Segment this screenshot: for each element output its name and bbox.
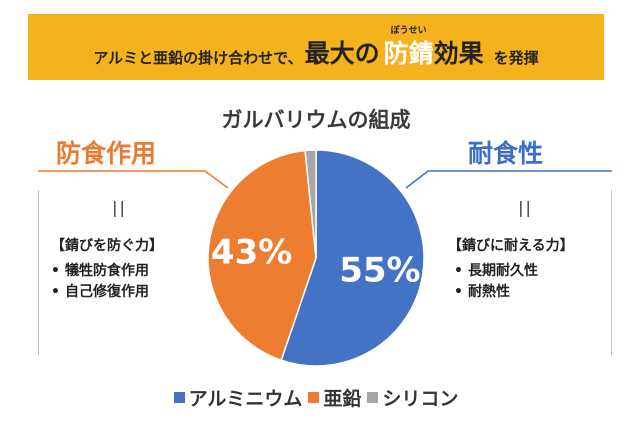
headline-part-2: 最大の (304, 39, 380, 68)
legend-label: アルミニウム (188, 388, 303, 410)
right-heading: 耐食性 (468, 139, 544, 168)
headline-text: アルミと亜鉛の掛け合わせで、 最大の ぼうせい 防錆 効果 を発揮 (93, 26, 539, 68)
legend-swatch (173, 392, 185, 403)
legend-item-silicon: シリコン (367, 384, 458, 411)
list-item: • 自己修復作用 (51, 284, 149, 300)
right-bullet-1: 長期耐久性 (468, 263, 538, 279)
left-connector-line (38, 170, 229, 189)
left-bullet-2: 自己修復作用 (65, 284, 149, 300)
headline-ruby: ぼうせい (390, 26, 427, 36)
headline-part-4: 効果 (433, 39, 484, 68)
chart-legend: アルミニウム 亜鉛 シリコン (0, 384, 632, 411)
pie-slice-aluminium (280, 149, 425, 367)
right-bullet-list: • 長期耐久性 • 耐熱性 (440, 261, 611, 303)
chart-title: ガルバリウムの組成 (221, 108, 411, 132)
left-bullet-list: • 犠牲防食作用 • 自己修復作用 (39, 261, 200, 303)
list-item: • 耐熱性 (454, 284, 510, 300)
legend-swatch (308, 392, 320, 403)
legend-swatch (367, 392, 379, 403)
data-label-zinc: 43% (211, 233, 292, 273)
left-bullet-1: 犠牲防食作用 (65, 263, 149, 279)
headline-part-5: を発揮 (493, 49, 539, 67)
left-subheading: 【錆びを防ぐ力】 (51, 238, 163, 254)
legend-label: シリコン (382, 388, 459, 410)
left-heading: 防食作用 (56, 139, 157, 168)
headline-emphasis: ぼうせい 防錆 (383, 26, 434, 68)
right-subheading: 【錆びに耐える力】 (448, 238, 574, 254)
pie-slice-zinc (207, 149, 317, 362)
pie-slice-silicon (304, 149, 317, 259)
composition-pie-chart: 55% 43% (207, 149, 425, 367)
right-bullet-2: 耐熱性 (468, 284, 510, 300)
legend-item-aluminium: アルミニウム (173, 384, 303, 411)
right-equals-sign: || (518, 198, 533, 217)
list-item: • 犠牲防食作用 (51, 263, 149, 279)
headline-banner: アルミと亜鉛の掛け合わせで、 最大の ぼうせい 防錆 効果 を発揮 (28, 14, 604, 80)
headline-part-3: 防錆 (383, 39, 434, 68)
headline-part-1: アルミと亜鉛の掛け合わせで、 (93, 49, 303, 67)
right-connector-line (405, 170, 612, 189)
data-label-aluminium: 55% (339, 251, 420, 291)
left-panel: || 【錆びを防ぐ力】 • 犠牲防食作用 • 自己修復作用 (38, 190, 200, 355)
left-equals-sign: || (112, 198, 127, 217)
legend-item-zinc: 亜鉛 (308, 384, 361, 411)
legend-label: 亜鉛 (323, 388, 362, 410)
right-panel: || 【錆びに耐える力】 • 長期耐久性 • 耐熱性 (440, 190, 612, 355)
list-item: • 長期耐久性 (454, 263, 538, 279)
